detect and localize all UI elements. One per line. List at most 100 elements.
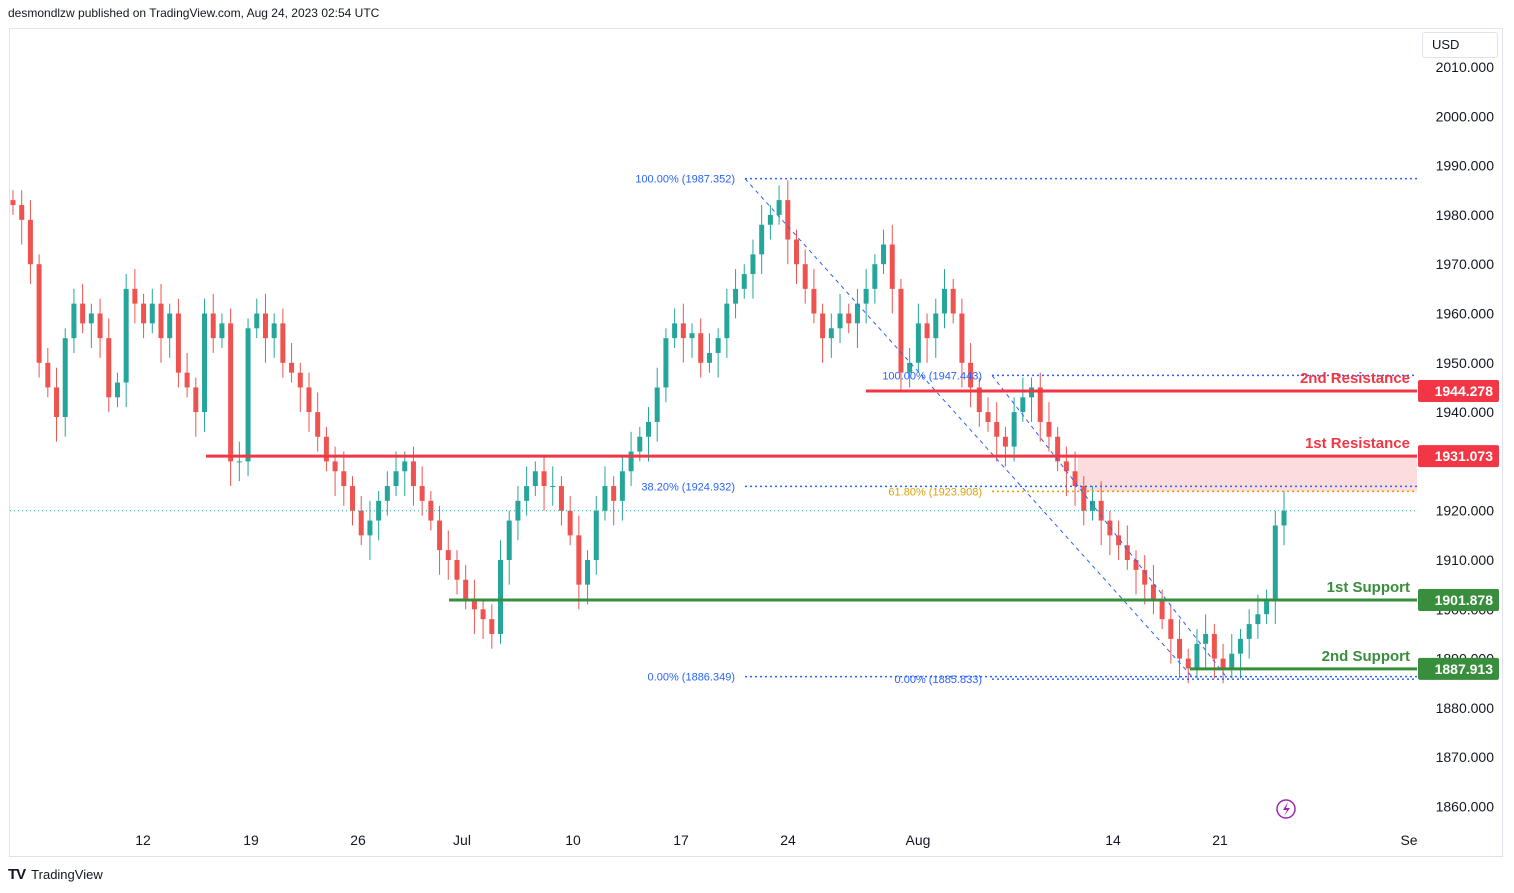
candle-body xyxy=(1211,633,1217,659)
candle-body xyxy=(759,224,765,255)
candle-body xyxy=(158,303,164,339)
fib-level-label: 38.20% (1924.932) xyxy=(641,481,735,493)
candle-body xyxy=(358,510,364,536)
candle-body xyxy=(506,520,512,560)
candle-body xyxy=(837,313,843,329)
resistance-zone xyxy=(1078,456,1417,492)
fib-trendline xyxy=(991,375,1229,680)
candle-body xyxy=(36,264,42,363)
candle-body xyxy=(637,436,643,452)
candle-body xyxy=(802,264,808,289)
candle-body xyxy=(27,219,33,265)
candle-body xyxy=(785,200,791,240)
candle-body xyxy=(593,510,599,560)
candle-body xyxy=(820,313,826,339)
candle-body xyxy=(1098,500,1104,521)
candle-body xyxy=(54,387,60,418)
candle-body xyxy=(767,214,773,225)
candle-body xyxy=(341,471,347,487)
candle-body xyxy=(1116,535,1122,546)
x-tick-label: 14 xyxy=(1105,832,1121,848)
candle-body xyxy=(332,461,338,472)
tradingview-logo-icon: TV xyxy=(8,866,26,883)
candle-body xyxy=(1150,584,1156,600)
lightning-icon[interactable] xyxy=(1276,799,1296,819)
candle-body xyxy=(889,244,895,289)
candle-body xyxy=(1168,619,1174,639)
candle-body xyxy=(863,288,869,304)
candle-body xyxy=(515,500,521,521)
candle-body xyxy=(280,323,286,363)
x-tick-label: 26 xyxy=(350,832,366,848)
candle-body xyxy=(933,313,939,339)
price-badge xyxy=(1418,380,1499,403)
candle-body xyxy=(1107,520,1113,536)
y-tick-label: 1920.000 xyxy=(1436,503,1495,519)
candle-body xyxy=(1237,638,1243,654)
price-badge xyxy=(1418,445,1499,468)
candle-body xyxy=(245,328,251,462)
candle-body xyxy=(1002,436,1008,447)
candle-body xyxy=(350,486,356,511)
candle-body xyxy=(1159,599,1165,620)
candle-body xyxy=(80,303,86,324)
x-tick-label: 21 xyxy=(1212,832,1228,848)
candle-body xyxy=(872,264,878,289)
candle-body xyxy=(1020,397,1026,413)
candle-body xyxy=(384,486,390,501)
candle-body xyxy=(97,313,103,339)
candle-body xyxy=(123,288,129,383)
candle-body xyxy=(602,486,608,511)
price-badge-value: 1887.913 xyxy=(1435,661,1494,677)
candle-body xyxy=(567,510,573,536)
candle-body xyxy=(419,486,425,501)
candle-body xyxy=(1264,599,1270,615)
candle-body xyxy=(541,471,547,487)
level-label: 2nd Resistance xyxy=(1300,370,1410,387)
candle-body xyxy=(88,313,94,324)
candle-body xyxy=(210,313,216,339)
candle-body xyxy=(524,486,530,501)
candle-body xyxy=(141,303,147,324)
candle-body xyxy=(106,338,112,398)
candle-body xyxy=(611,486,617,501)
candle-body xyxy=(706,352,712,363)
candle-body xyxy=(323,436,329,462)
candle-body xyxy=(1185,658,1191,669)
y-tick-label: 1950.000 xyxy=(1436,355,1495,371)
candle-body xyxy=(532,471,538,487)
candle-body xyxy=(550,486,556,488)
y-tick-label: 1960.000 xyxy=(1436,306,1495,322)
x-tick-label: 17 xyxy=(673,832,689,848)
candle-body xyxy=(663,338,669,388)
fib-level-label: 100.00% (1987.352) xyxy=(635,174,735,186)
candle-body xyxy=(45,362,51,388)
candle-body xyxy=(393,471,399,487)
y-tick-label: 2000.000 xyxy=(1436,108,1495,124)
candle-body xyxy=(1081,486,1087,511)
candle-body xyxy=(315,412,321,437)
candle-body xyxy=(654,387,660,422)
candle-body xyxy=(219,323,225,339)
candle-body xyxy=(959,313,965,363)
candle-body xyxy=(489,619,495,634)
y-tick-label: 1940.000 xyxy=(1436,404,1495,420)
candle-body xyxy=(228,323,234,462)
candle-body xyxy=(1055,436,1061,462)
candle-body xyxy=(19,205,25,220)
candle-body xyxy=(558,486,564,511)
fib-level-label: 100.00% (1947.443) xyxy=(882,370,982,382)
fib-level-label: 61.80% (1923.908) xyxy=(888,486,982,498)
y-tick-label: 1880.000 xyxy=(1436,700,1495,716)
candle-body xyxy=(1037,387,1043,422)
candle-body xyxy=(646,421,651,437)
candle-body xyxy=(924,323,930,339)
candle-body xyxy=(1046,421,1052,437)
fib-trendline xyxy=(744,178,1193,677)
candle-body xyxy=(715,338,721,353)
candle-body xyxy=(1246,624,1252,639)
publisher-attribution: desmondlzw published on TradingView.com,… xyxy=(8,6,380,20)
y-tick-label: 2010.000 xyxy=(1436,59,1495,75)
currency-selector[interactable]: USD xyxy=(1422,32,1498,58)
